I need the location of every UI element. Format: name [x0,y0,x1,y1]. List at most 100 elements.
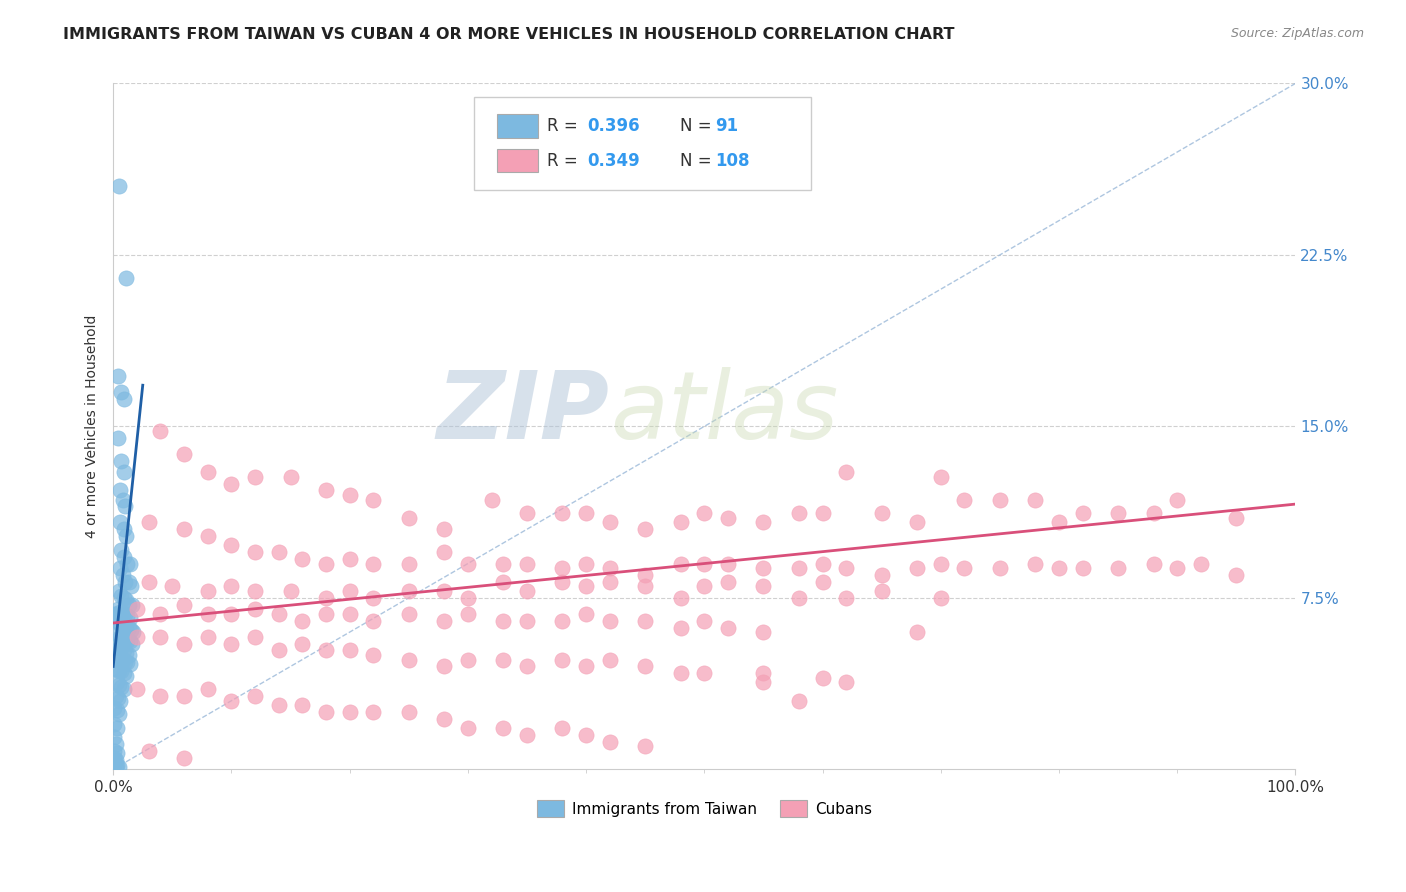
Point [108,615,131,630]
Point [138,574,160,589]
Point [669,516,692,530]
Point [361,648,384,662]
Point [315,705,337,719]
Point [121,598,143,612]
Point [107,431,129,445]
Point [105,703,128,717]
Point [575,579,598,593]
Point [105,614,128,628]
Point [1166,492,1188,507]
Point [398,557,420,571]
Point [173,689,195,703]
Point [811,506,834,520]
Point [267,545,290,559]
Point [112,666,135,681]
Point [267,643,290,657]
Point [117,574,139,589]
Point [243,584,266,599]
Point [811,671,834,685]
Point [105,639,128,653]
Point [162,579,184,593]
Point [117,648,139,662]
Point [575,506,598,520]
Point [103,744,125,758]
Point [125,630,148,644]
Point [115,270,138,285]
Point [492,721,515,735]
Point [118,557,141,571]
Point [787,506,810,520]
Text: 91: 91 [716,117,738,135]
Point [398,607,420,621]
Point [112,549,135,564]
Point [108,707,131,722]
Point [516,659,538,673]
Text: atlas: atlas [610,368,838,458]
Point [1225,568,1247,582]
Point [125,602,148,616]
Point [717,574,740,589]
Point [112,591,135,605]
Point [693,557,716,571]
FancyBboxPatch shape [474,97,811,190]
Point [1047,561,1070,575]
Point [110,516,132,530]
Point [1142,557,1164,571]
Point [870,506,893,520]
Point [114,655,136,669]
Point [108,641,131,656]
Point [433,712,456,726]
Point [339,552,361,566]
Point [1142,506,1164,520]
Point [693,614,716,628]
Point [361,705,384,719]
Point [988,561,1011,575]
Point [516,506,538,520]
Point [398,652,420,666]
Point [114,632,136,646]
Text: 0.396: 0.396 [588,117,640,135]
Point [870,568,893,582]
Point [551,506,574,520]
Point [1107,506,1129,520]
Point [717,511,740,525]
Point [870,584,893,599]
Point [117,609,139,624]
Point [575,659,598,673]
Point [599,561,621,575]
Point [315,557,337,571]
Point [599,516,621,530]
Point [634,522,657,536]
Point [110,641,132,656]
Point [107,627,129,641]
Point [104,760,127,774]
Point [103,757,125,772]
Point [104,753,127,767]
Point [112,618,135,632]
Point [634,659,657,673]
Point [243,630,266,644]
Point [1189,557,1212,571]
Point [108,179,131,194]
Point [243,689,266,703]
Point [291,614,314,628]
Point [112,682,135,697]
Point [339,643,361,657]
Point [835,465,858,479]
Point [457,607,479,621]
Point [551,574,574,589]
Point [1024,557,1046,571]
Point [105,747,128,761]
Point [516,728,538,742]
Point [599,735,621,749]
Point [752,666,775,681]
Point [787,694,810,708]
Point [551,614,574,628]
Point [173,636,195,650]
Point [1166,561,1188,575]
Point [693,579,716,593]
Point [108,678,131,692]
Point [117,557,139,571]
Point [551,561,574,575]
Text: 108: 108 [716,152,749,169]
